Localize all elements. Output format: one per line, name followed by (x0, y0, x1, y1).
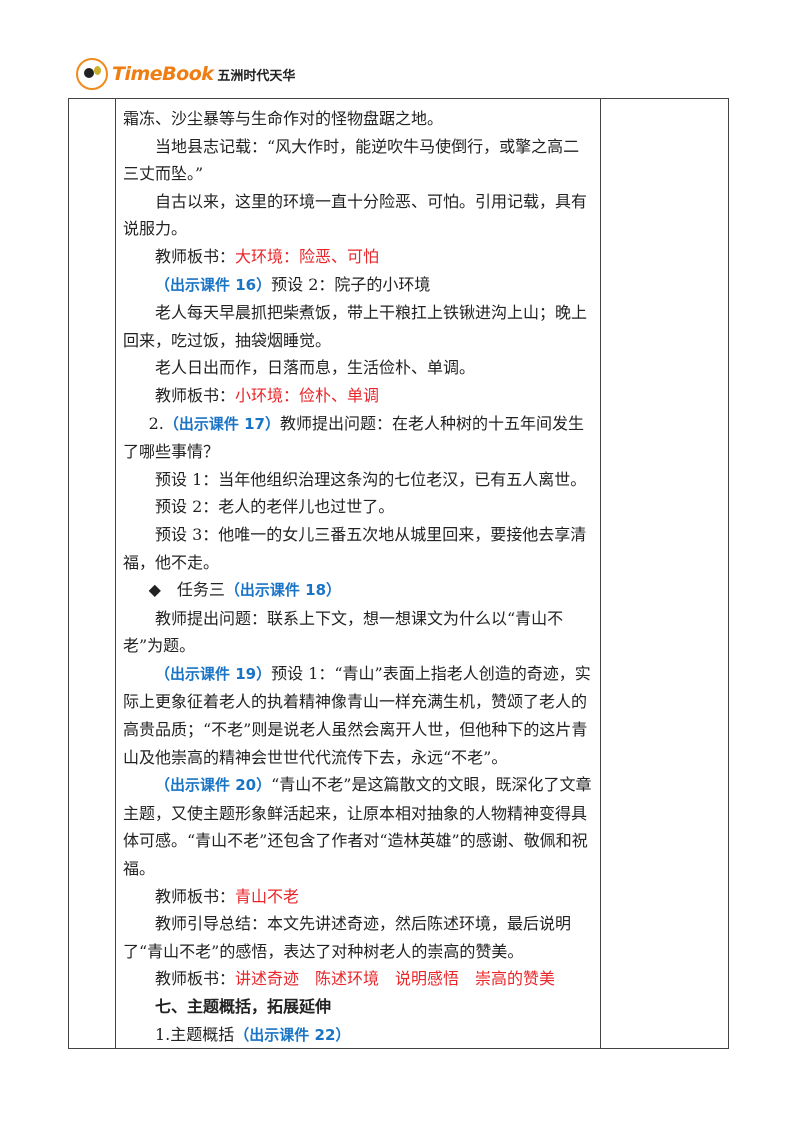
paragraph: 霜冻、沙尘暴等与生命作对的怪物盘踞之地。 (123, 105, 595, 133)
body-text: 教师板书： (155, 886, 236, 906)
body-text: 2. (148, 413, 164, 433)
courseware-reference: （出示课件 17） (163, 414, 280, 433)
lesson-content-cell: 霜冻、沙尘暴等与生命作对的怪物盘踞之地。当地县志记载：“风大作时，能逆吹牛马使倒… (123, 105, 595, 1049)
paragraph: ◆ 任务三（出示课件 18） (123, 576, 595, 605)
courseware-reference: （出示课件 20） (155, 776, 272, 795)
paragraph: 预设 3：他唯一的女儿三番五次地从城里回来，要接他去享清福，他不走。 (123, 521, 595, 576)
paragraph: 预设 1：当年他组织治理这条沟的七位老汉，已有五人离世。 (123, 466, 595, 494)
paragraph: 教师引导总结：本文先讲述奇迹，然后陈述环境，最后说明了“青山不老”的感悟，表达了… (123, 910, 595, 965)
paragraph: 预设 2：老人的老伴儿也过世了。 (123, 493, 595, 521)
body-text: 预设 3：他唯一的女儿三番五次地从城里回来，要接他去享清福，他不走。 (123, 524, 587, 572)
board-writing-text: 青山不老 (235, 886, 300, 906)
logo-icon (76, 58, 108, 90)
paragraph: 七、主题概括，拓展延伸 (123, 993, 595, 1021)
courseware-reference: （出示课件 16） (155, 275, 272, 294)
body-text: 教师板书： (155, 246, 236, 266)
courseware-reference: （出示课件 18） (224, 581, 342, 600)
paragraph: 自古以来，这里的环境一直十分险恶、可怕。引用记载，具有说服力。 (123, 188, 595, 243)
column-divider (115, 99, 116, 1048)
paragraph: 教师板书：讲述奇迹 陈述环境 说明感悟 崇高的赞美 (123, 965, 595, 993)
lesson-plan-table: 霜冻、沙尘暴等与生命作对的怪物盘踞之地。当地县志记载：“风大作时，能逆吹牛马使倒… (68, 98, 729, 1049)
board-writing-text: 大环境：险恶、可怕 (235, 246, 380, 266)
paragraph: 教师板书：小环境：俭朴、单调 (123, 382, 595, 410)
body-text: “青山不老”是这篇散文的文眼，既深化了文章主题，又使主题形象鲜活起来，让原本相对… (123, 775, 592, 879)
paragraph: 当地县志记载：“风大作时，能逆吹牛马使倒行，或擎之高二三丈而坠。” (123, 133, 595, 188)
body-text: 预设 1：“青山”表面上指老人创造的奇迹，实际上更象征着老人的执着精神像青山一样… (123, 663, 591, 767)
body-text: 教师提出问题：联系上下文，想一想课文为什么以“青山不老”为题。 (123, 608, 564, 656)
body-text: 教师提出问题：在老人种树的十五年间发生了哪些事情？ (123, 413, 584, 462)
courseware-reference: （出示课件 22） (234, 1025, 351, 1044)
body-text: 预设 2：老人的老伴儿也过世了。 (155, 497, 395, 517)
body-text: 自古以来，这里的环境一直十分险恶、可怕。引用记载，具有说服力。 (123, 191, 588, 239)
paragraph: 1.主题概括（出示课件 22） (123, 1021, 595, 1050)
paragraph: 教师提出问题：联系上下文，想一想课文为什么以“青山不老”为题。 (123, 605, 595, 660)
paragraph: （出示课件 16）预设 2：院子的小环境 (123, 271, 595, 300)
body-text: 老人每天早晨抓把柴煮饭，带上干粮扛上铁锹进沟上山；晚上回来，吃过饭，抽袋烟睡觉。 (123, 303, 588, 350)
section-heading: 七、主题概括，拓展延伸 (155, 997, 332, 1016)
paragraph: （出示课件 20）“青山不老”是这篇散文的文眼，既深化了文章主题，又使主题形象鲜… (123, 771, 595, 882)
body-text: 教师引导总结：本文先讲述奇迹，然后陈述环境，最后说明了“青山不老”的感悟，表达了… (123, 914, 572, 961)
board-writing-text: 小环境：俭朴、单调 (235, 385, 380, 405)
board-writing-text: 讲述奇迹 陈述环境 说明感悟 崇高的赞美 (235, 969, 556, 989)
paragraph: 老人日出而作，日落而息，生活俭朴、单调。 (123, 354, 595, 382)
paragraph: 2.（出示课件 17）教师提出问题：在老人种树的十五年间发生了哪些事情？ (123, 410, 595, 466)
paragraph: （出示课件 19）预设 1：“青山”表面上指老人创造的奇迹，实际上更象征着老人的… (123, 660, 595, 771)
paragraph: 教师板书：大环境：险恶、可怕 (123, 243, 595, 271)
logo-text-en: TimeBook (112, 63, 214, 85)
courseware-reference: （出示课件 19） (155, 664, 272, 683)
body-text: 当地县志记载：“风大作时，能逆吹牛马使倒行，或擎之高二三丈而坠。” (123, 136, 580, 184)
body-text: 1.主题概括 (155, 1024, 235, 1044)
body-text: 老人日出而作，日落而息，生活俭朴、单调。 (155, 358, 476, 378)
logo-text-cn: 五洲时代天华 (217, 68, 296, 84)
body-text: 预设 1：当年他组织治理这条沟的七位老汉，已有五人离世。 (155, 469, 587, 489)
publisher-logo: TimeBook 五洲时代天华 (76, 58, 295, 90)
paragraph: 老人每天早晨抓把柴煮饭，带上干粮扛上铁锹进沟上山；晚上回来，吃过饭，抽袋烟睡觉。 (123, 299, 595, 354)
body-text: 霜冻、沙尘暴等与生命作对的怪物盘踞之地。 (123, 109, 444, 128)
column-divider (600, 99, 601, 1048)
body-text: 教师板书： (155, 385, 236, 405)
body-text: ◆ 任务三 (148, 580, 225, 600)
paragraph: 教师板书：青山不老 (123, 883, 595, 911)
body-text: 教师板书： (155, 969, 236, 989)
body-text: 预设 2：院子的小环境 (271, 274, 431, 294)
